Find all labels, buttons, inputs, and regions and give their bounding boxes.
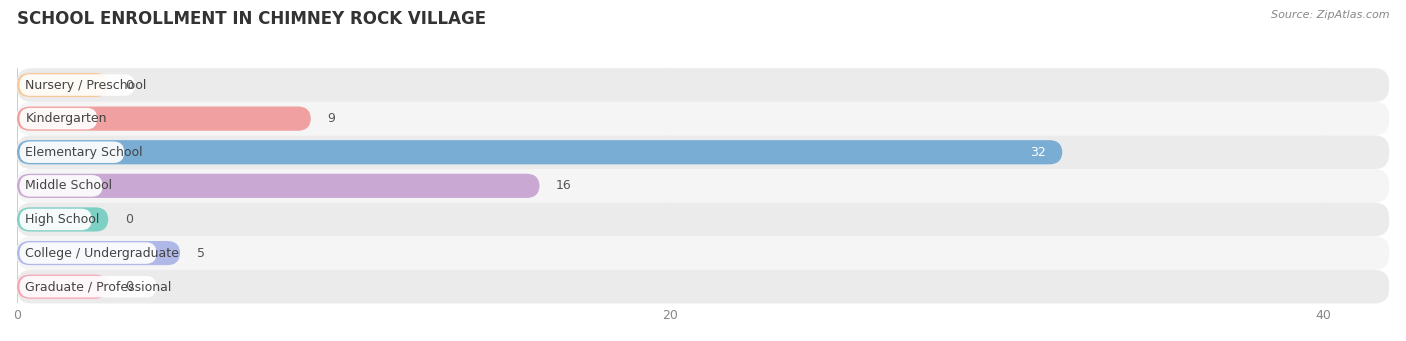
Text: Nursery / Preschool: Nursery / Preschool — [25, 78, 146, 91]
FancyBboxPatch shape — [20, 175, 103, 197]
Text: 0: 0 — [125, 78, 132, 91]
FancyBboxPatch shape — [17, 275, 108, 299]
FancyBboxPatch shape — [17, 102, 1389, 135]
Text: 16: 16 — [555, 179, 572, 192]
Text: High School: High School — [25, 213, 100, 226]
Text: Source: ZipAtlas.com: Source: ZipAtlas.com — [1271, 10, 1389, 20]
Text: 5: 5 — [197, 247, 204, 260]
FancyBboxPatch shape — [17, 236, 1389, 270]
FancyBboxPatch shape — [20, 209, 91, 230]
FancyBboxPatch shape — [20, 74, 135, 96]
Text: Middle School: Middle School — [25, 179, 112, 192]
FancyBboxPatch shape — [17, 207, 108, 232]
FancyBboxPatch shape — [20, 242, 156, 264]
Text: Kindergarten: Kindergarten — [25, 112, 107, 125]
FancyBboxPatch shape — [20, 142, 124, 163]
Text: Elementary School: Elementary School — [25, 146, 143, 159]
FancyBboxPatch shape — [20, 108, 97, 129]
Text: 32: 32 — [1031, 146, 1046, 159]
FancyBboxPatch shape — [17, 203, 1389, 236]
FancyBboxPatch shape — [17, 135, 1389, 169]
Text: 0: 0 — [125, 213, 132, 226]
FancyBboxPatch shape — [17, 68, 1389, 102]
FancyBboxPatch shape — [17, 73, 108, 97]
Text: SCHOOL ENROLLMENT IN CHIMNEY ROCK VILLAGE: SCHOOL ENROLLMENT IN CHIMNEY ROCK VILLAG… — [17, 10, 486, 28]
FancyBboxPatch shape — [17, 174, 540, 198]
FancyBboxPatch shape — [20, 276, 156, 297]
FancyBboxPatch shape — [17, 106, 311, 131]
Text: 9: 9 — [328, 112, 335, 125]
Text: College / Undergraduate: College / Undergraduate — [25, 247, 179, 260]
FancyBboxPatch shape — [17, 169, 1389, 203]
FancyBboxPatch shape — [17, 270, 1389, 303]
FancyBboxPatch shape — [17, 140, 1063, 164]
Text: 0: 0 — [125, 280, 132, 293]
Text: Graduate / Professional: Graduate / Professional — [25, 280, 172, 293]
FancyBboxPatch shape — [17, 241, 180, 265]
